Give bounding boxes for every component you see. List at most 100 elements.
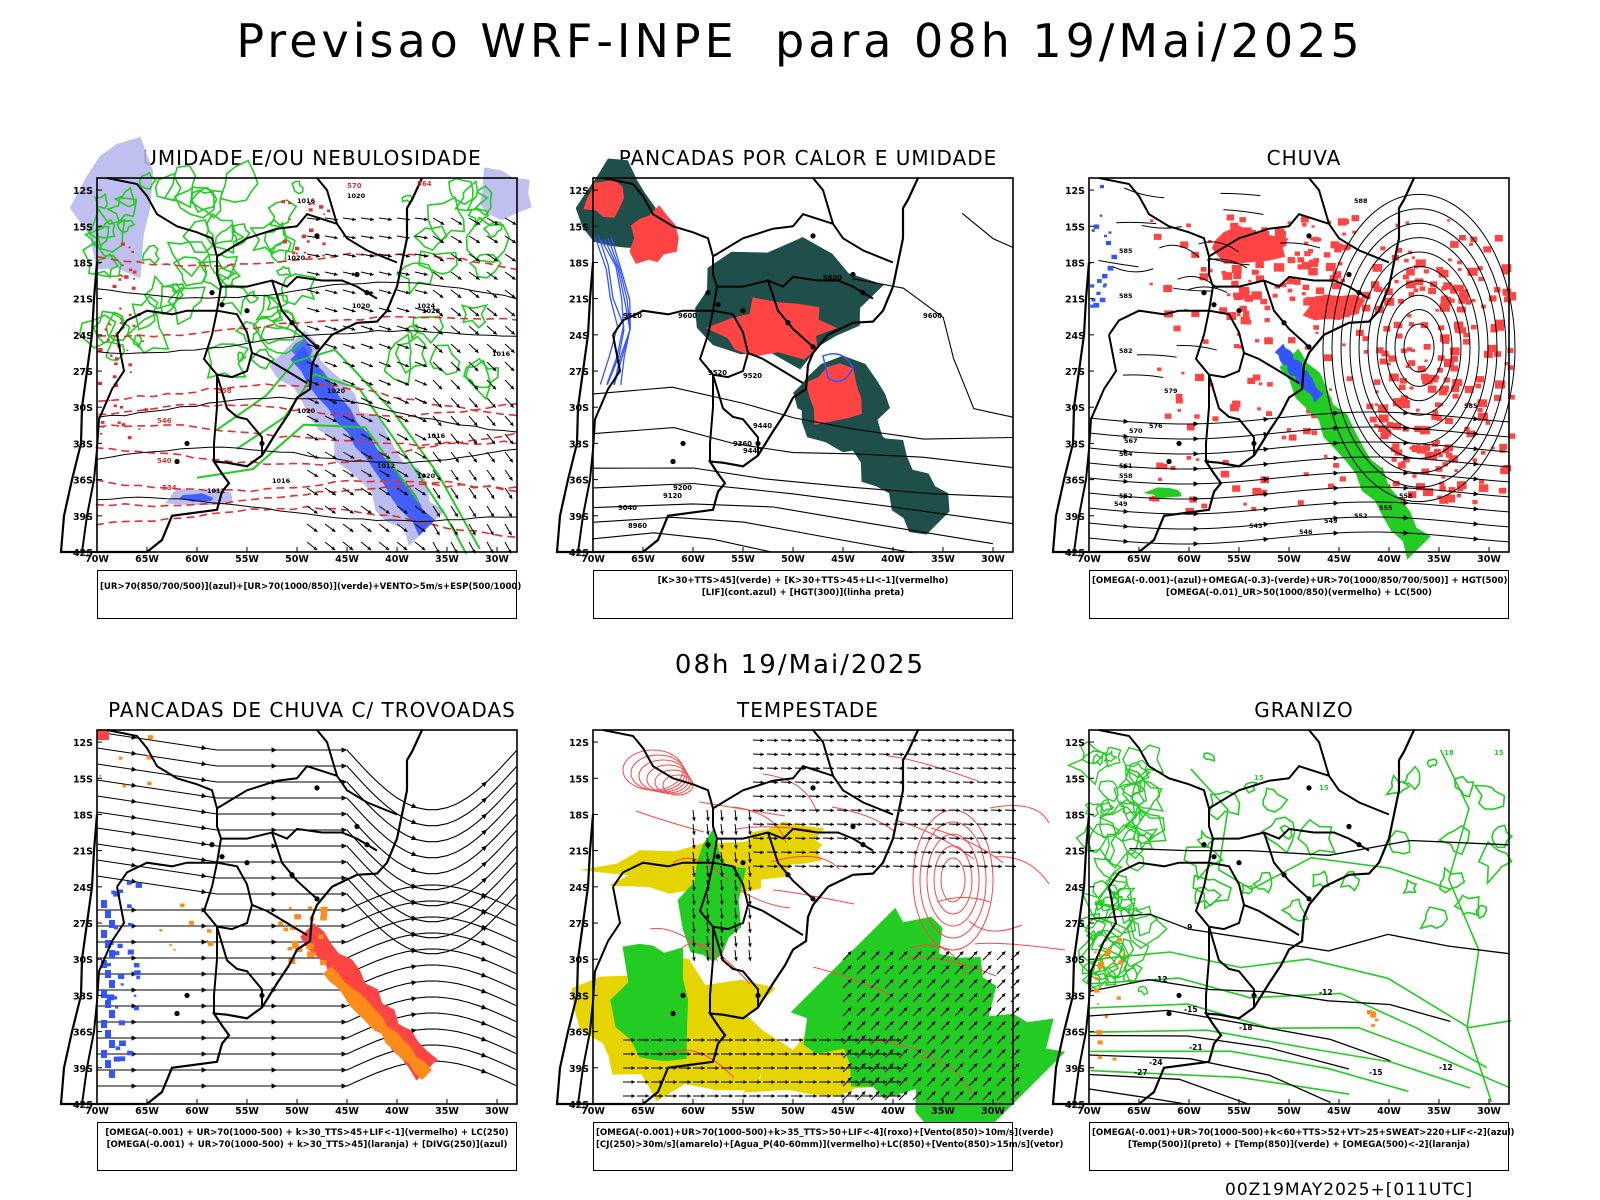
wind-vector-head (454, 494, 459, 499)
lif-contour (594, 236, 619, 385)
rain-area (1195, 373, 1204, 381)
wind-vector-head (757, 1066, 761, 1070)
streamline-arrow (1123, 493, 1129, 499)
rain-area (1352, 230, 1357, 234)
wind-vector-head (510, 367, 515, 372)
rain-area (1494, 351, 1502, 357)
shower-area (320, 906, 328, 913)
lon-label: 70W (1077, 1106, 1101, 1117)
streamline-arrow (1193, 526, 1199, 532)
wind-vector-head (508, 494, 513, 499)
lon-label: 40W (385, 554, 409, 565)
wind-vector-head (491, 458, 495, 463)
height-contour (1088, 501, 1510, 515)
wind-vector-head (788, 780, 792, 785)
streamline (1176, 345, 1217, 351)
rain-area (1297, 264, 1305, 270)
wind-vector-head (1001, 1021, 1006, 1026)
precipitable-water-contour (622, 749, 684, 791)
lat-label: 21S (73, 295, 93, 306)
wind-vector-head (368, 473, 373, 477)
humidity-low-contour (92, 310, 126, 344)
rain-area (1435, 308, 1439, 312)
streamline-arrow (1333, 440, 1339, 446)
thickness-speckle (128, 313, 132, 317)
height-label: 9520 (708, 369, 727, 377)
lon-label: 35W (1427, 554, 1451, 565)
streamline-arrow (481, 988, 487, 994)
rain-area (1398, 384, 1406, 390)
wind-vector-head (841, 1080, 845, 1084)
rain-area (1240, 316, 1250, 325)
streamline-arrow (201, 1019, 207, 1025)
thickness-speckle (327, 209, 331, 213)
wind-vector-head (369, 345, 374, 349)
lat-label: 12S (569, 738, 589, 749)
omega-area (1111, 254, 1118, 260)
thickness-contour (97, 315, 518, 338)
wind-vector-head (774, 822, 778, 827)
pressure-label: 1020 (347, 192, 366, 200)
wind-vector-head (883, 1066, 887, 1070)
height-contour (593, 503, 993, 545)
temp850-contour (1241, 884, 1254, 895)
wind-vector-head (706, 943, 710, 947)
wind-vector-head (917, 1063, 922, 1068)
thickness-speckle (98, 348, 103, 352)
wind-vector-head (917, 965, 922, 970)
wind-vector-head (774, 864, 778, 869)
wind-vector-head (367, 528, 372, 532)
wind-vector-head (945, 979, 950, 984)
height-label: 9200 (673, 484, 692, 492)
streamline (772, 889, 855, 905)
thickness-speckle (121, 264, 124, 267)
lake (1251, 992, 1257, 999)
streamline-arrow (481, 1004, 487, 1010)
thickness-speckle (98, 381, 103, 386)
lat-label: 15S (73, 774, 93, 785)
thickness-speckle (128, 363, 132, 367)
wind-vector-head (706, 929, 710, 933)
wind-vector-head (942, 822, 946, 827)
lake (740, 308, 746, 314)
wind-vector-head (869, 1038, 873, 1042)
shower-area (147, 735, 153, 740)
omega-area (1104, 1015, 1108, 1019)
wind-vector-head (440, 221, 445, 225)
wind-vector-head (720, 873, 724, 877)
wind-vector-head (973, 1091, 978, 1096)
wind-vector-head (886, 752, 890, 757)
wind-vector-head (743, 1066, 747, 1070)
divergence-area (105, 1060, 111, 1068)
lat-label: 18S (1065, 258, 1085, 269)
lat-label: 21S (569, 847, 589, 858)
rain-area (1177, 408, 1181, 412)
jet-streamline (96, 843, 518, 923)
lake (1166, 1010, 1172, 1017)
wind-vector-head (945, 1035, 950, 1040)
wind-vector-head (692, 887, 696, 891)
rain-area (1339, 476, 1346, 482)
streamline (1136, 354, 1177, 358)
omega-area (1370, 1012, 1377, 1018)
height-label: 9520 (743, 372, 762, 380)
rain-area (1238, 286, 1250, 296)
rain-area (1186, 223, 1191, 228)
rain-area (1412, 474, 1417, 478)
lon-label: 45W (831, 554, 855, 565)
wind-vector-head (914, 780, 918, 785)
wind-vector-head (973, 1035, 978, 1040)
height-contour (1088, 531, 1510, 545)
wind-vector-head (422, 455, 427, 459)
rain-area (1429, 387, 1436, 393)
wind-vector-head (774, 794, 778, 799)
wind-vector-head (945, 1063, 950, 1068)
streamline-arrow (1123, 418, 1129, 424)
rain-area (1191, 310, 1200, 318)
omega-area (1367, 1010, 1373, 1015)
temp850-contour (1090, 1050, 1409, 1093)
temp-label: -27 (1134, 1068, 1148, 1077)
wind-vector-head (973, 951, 978, 956)
height-label: 567 (1124, 437, 1138, 445)
streamline-arrow (411, 1028, 417, 1034)
